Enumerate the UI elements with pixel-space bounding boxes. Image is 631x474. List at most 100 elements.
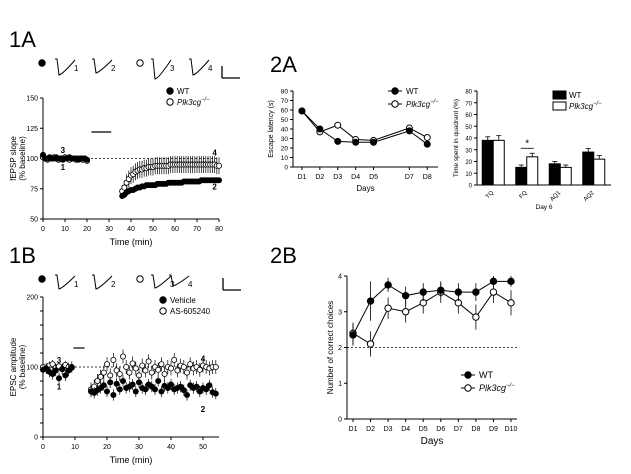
x-tick-label-2b: D9: [489, 426, 498, 433]
trace-number-2-1b: 2: [201, 405, 206, 414]
y-tick-label-1b: 100: [26, 365, 38, 372]
data-point-as-605240-1b: [212, 363, 219, 370]
y-tick-label-2a-escape: 80: [281, 89, 289, 96]
data-point-vehicle-1b: [104, 388, 111, 395]
data-point-as-605240-1b: [187, 361, 194, 368]
x-tick-label-2b: D8: [471, 426, 480, 433]
x-tick-label-1a: 40: [127, 226, 135, 233]
trace-number-3-1b: 3: [57, 356, 62, 365]
data-point-as-605240-1b: [167, 365, 174, 372]
1a-trace: [151, 58, 172, 80]
bar-plk3cg-fq: [526, 156, 539, 186]
y-tick-label-2a-quadrant: 70: [465, 101, 472, 107]
data-point-as-605240-1b: [104, 361, 111, 368]
1b-condition-marker: [38, 275, 46, 283]
y-tick-label-2a-quadrant: 30: [465, 148, 472, 154]
y-tick-label-2b: 2: [338, 345, 342, 352]
data-point-plk3cg-1a: [215, 162, 222, 169]
data-point-wt-2b: [437, 286, 445, 294]
x-tick-label-2b: D6: [436, 426, 445, 433]
data-point-vehicle-1b: [203, 386, 210, 393]
legend-wt-2b-label: WT: [479, 370, 493, 380]
x-tick-label-1a: 50: [149, 226, 157, 233]
data-point-vehicle-1b: [120, 377, 127, 384]
legend-vehicle-1b-label: Vehicle: [170, 296, 196, 305]
x-tick-label-1a: 30: [105, 226, 113, 233]
x-axis-label-1b: Time (min): [110, 455, 153, 465]
data-point-wt-2b: [401, 291, 410, 300]
panel-label-2a: 2A: [270, 52, 297, 77]
legend-wt-2a-escape-label: WT: [406, 87, 419, 96]
trace-number-1-1b: 1: [57, 383, 62, 392]
legend-as-605240-1b-marker: [159, 307, 167, 315]
data-point-vehicle-1b: [158, 388, 165, 395]
data-point-as-605240-1b: [120, 353, 127, 360]
x-axis-label-2b: Days: [421, 436, 444, 447]
x-tick-label-1a: 10: [61, 226, 69, 233]
x-tick-label-2a-escape: D4: [351, 174, 360, 181]
data-point-wt-2b: [507, 277, 515, 286]
series-line-wt-2b: [352, 280, 511, 336]
trace-number-4-1a: 4: [212, 148, 217, 157]
y-tick-label-2a-quadrant: 80: [465, 90, 472, 96]
data-point-as-605240-1b: [132, 365, 139, 372]
legend-wt-2b-marker: [464, 371, 472, 379]
legend-vehicle-1b-marker: [159, 296, 167, 304]
legend-wt-1a-marker: [166, 87, 174, 95]
1b-trace: [169, 274, 190, 287]
legend-wt-2a-quadrant-label: WT: [569, 91, 582, 100]
y-tick-label-2a-escape: 20: [281, 146, 289, 153]
x-axis-label-1a: Time (min): [110, 237, 153, 247]
1a-trace: [55, 58, 76, 76]
data-point-vehicle-1b: [155, 377, 162, 384]
x-tick-label-2b: D4: [401, 426, 410, 433]
x-tick-label-1b: 10: [71, 444, 79, 451]
data-point-vehicle-1b: [107, 379, 114, 386]
x-axis-label-2a-escape: Days: [356, 184, 374, 193]
legend-wt-1a-label: WT: [177, 87, 190, 96]
data-point-as-605240-1b: [158, 361, 165, 368]
data-point-as-605240-1b: [180, 363, 187, 370]
legend-plk3cg-1a-label: Plk3cg−/−: [177, 97, 210, 107]
data-point-as-605240-1b: [97, 373, 104, 380]
y-tick-label-1b: 200: [26, 295, 38, 302]
significance-star-fq: *: [525, 138, 529, 149]
data-point-vehicle-1b: [142, 386, 149, 393]
y-tick-label-2a-escape: 10: [281, 155, 289, 162]
x-tick-label-2a-escape: D1: [297, 174, 306, 181]
data-point-vehicle-1b: [129, 381, 136, 388]
x-tick-label-2b: D5: [419, 426, 428, 433]
legend-plk3cg-2a-escape-label: Plk3cg−/−: [406, 99, 439, 109]
data-point-wt-2a-escape: [370, 138, 378, 146]
y-tick-label-1a: 125: [26, 126, 38, 133]
data-point-as-605240-1b: [100, 369, 107, 376]
data-point-wt-2b: [489, 277, 498, 286]
data-point-vehicle-1b: [180, 387, 187, 394]
data-point-wt-2b: [366, 297, 375, 305]
legend-wt-2a-quadrant-swatch: [552, 90, 567, 100]
x-axis-label-2a-quadrant: Day 6: [536, 204, 553, 211]
x-tick-label-1b: 0: [41, 444, 45, 451]
y-tick-label-1a: 75: [30, 186, 38, 193]
data-point-plk3cg-2b: [489, 288, 498, 296]
1b-trace-number-4: 4: [188, 280, 193, 289]
y-axis-label-2a-escape: Escape latency (s): [268, 100, 275, 158]
data-point-as-605240-1b: [110, 356, 117, 363]
1a-trace-number-2: 2: [111, 64, 116, 73]
legend-as-605240-1b-label: AS-605240: [170, 307, 211, 316]
data-point-wt-2b: [349, 331, 357, 339]
data-point-wt-1a: [215, 177, 222, 184]
1b-trace-number-2: 2: [111, 280, 116, 289]
bar-wt-fq: [515, 166, 528, 186]
data-point-vehicle-1b: [113, 380, 120, 387]
x-tick-label-1a: 60: [171, 226, 179, 233]
bar-wt-aq2: [582, 151, 595, 186]
y-axis-label-1a: fEPSP slope: [9, 136, 18, 181]
data-point-wt-2a-escape: [316, 125, 324, 133]
trace-number-3-1a: 3: [61, 146, 66, 155]
data-point-plk3cg-2b: [507, 299, 515, 307]
data-point-wt-2a-escape: [423, 140, 431, 148]
y-tick-label-2a-quadrant: 20: [465, 160, 472, 166]
x-tick-label-2b: D3: [384, 426, 393, 433]
x-tick-label-aq1: AQ1: [549, 190, 562, 203]
